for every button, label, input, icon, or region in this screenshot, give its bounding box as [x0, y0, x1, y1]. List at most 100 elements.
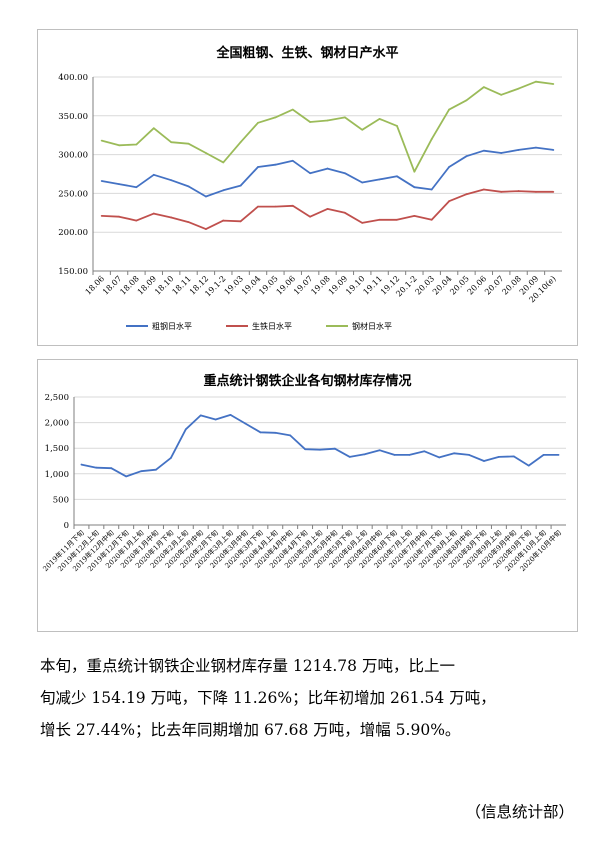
data-point — [239, 220, 242, 223]
data-point — [396, 124, 398, 127]
data-point — [465, 99, 468, 102]
data-point — [118, 215, 120, 218]
data-point — [257, 205, 259, 208]
data-point — [125, 475, 128, 478]
data-point — [326, 167, 329, 170]
data-point — [95, 466, 98, 469]
data-point — [423, 450, 426, 453]
data-point — [413, 186, 416, 189]
y-tick-label: 1,500 — [45, 444, 69, 454]
series-line — [101, 80, 554, 173]
data-point — [214, 418, 217, 421]
data-point — [274, 431, 277, 434]
data-point — [535, 146, 537, 149]
data-point — [170, 179, 173, 182]
data-point — [483, 460, 485, 462]
chart-steel-inventory: 重点统计钢铁企业各旬钢材库存情况 0 500 1,000 1,500 2,000 2,50… — [37, 359, 578, 632]
data-point — [542, 453, 545, 456]
data-point — [118, 144, 120, 147]
data-point — [517, 149, 520, 151]
data-point — [244, 422, 247, 425]
data-point — [500, 190, 503, 193]
data-point — [257, 166, 259, 168]
data-point — [500, 93, 503, 96]
data-point — [413, 215, 416, 217]
data-point — [535, 80, 537, 83]
y-tick-label: 2,000 — [45, 419, 69, 429]
data-point — [199, 414, 202, 417]
data-point — [430, 218, 433, 221]
data-point — [135, 143, 138, 146]
summary-paragraph-line: 本旬，重点统计钢铁企业钢材库存量 1214.78 万吨，比上一 — [40, 657, 455, 675]
data-point — [135, 219, 138, 222]
data-point — [361, 181, 364, 184]
data-point — [408, 453, 411, 456]
data-point — [155, 468, 157, 471]
data-point — [430, 138, 433, 140]
data-point — [140, 470, 142, 473]
data-point — [343, 172, 346, 175]
data-point — [482, 188, 485, 191]
data-point — [438, 456, 441, 459]
y-tick-label: 200.00 — [58, 228, 88, 238]
data-point — [257, 121, 259, 124]
data-point — [100, 180, 103, 182]
data-point — [500, 152, 503, 154]
summary-paragraph-line: 旬减少 154.19 万吨，下降 11.26%；比年初增加 261.54 万吨， — [40, 689, 496, 707]
data-point — [348, 456, 351, 458]
data-point — [118, 183, 120, 185]
data-point — [498, 456, 500, 458]
chart-title: 全国粗钢、生铁、钢材日产水平 — [216, 46, 399, 61]
data-point — [378, 449, 381, 452]
data-point — [187, 185, 190, 188]
data-point — [135, 186, 138, 189]
y-tick-label: 0 — [64, 521, 69, 531]
data-point — [274, 116, 277, 119]
y-tick-label: 250.00 — [58, 189, 88, 199]
data-point — [361, 221, 364, 224]
data-point — [378, 218, 381, 221]
data-point — [170, 216, 173, 219]
data-point — [222, 161, 225, 164]
data-point — [152, 173, 155, 176]
y-tick-label: 350.00 — [58, 112, 88, 122]
y-tick-label: 1,000 — [45, 470, 69, 480]
y-tick-label: 400.00 — [58, 73, 88, 83]
data-point — [187, 142, 190, 145]
chart-plot-area: 150.00200.00250.00300.00350.00400.0018.0… — [58, 73, 562, 331]
data-point — [170, 457, 172, 459]
data-point — [205, 228, 207, 230]
data-point — [291, 108, 294, 111]
data-point — [482, 149, 485, 152]
data-point — [557, 453, 560, 456]
data-point — [552, 190, 555, 193]
y-tick-label: 150.00 — [58, 267, 88, 277]
data-point — [229, 414, 232, 416]
data-point — [304, 448, 306, 451]
data-point — [222, 219, 225, 222]
data-point — [291, 159, 294, 162]
legend-label: 粗钢日水平 — [152, 321, 192, 331]
data-point — [517, 87, 520, 90]
data-point — [448, 108, 450, 111]
data-point — [170, 141, 173, 144]
data-point — [378, 118, 381, 120]
data-point — [152, 212, 155, 215]
data-point — [274, 163, 277, 166]
legend-label: 钢材日水平 — [352, 321, 392, 331]
data-point — [100, 139, 103, 142]
data-point — [512, 455, 515, 458]
data-point — [363, 453, 366, 456]
data-point — [110, 467, 113, 470]
y-tick-label: 300.00 — [58, 151, 88, 161]
data-point — [334, 447, 336, 450]
data-point — [309, 121, 312, 123]
data-point — [205, 152, 207, 154]
data-point — [430, 188, 433, 191]
data-point — [259, 431, 262, 434]
data-point — [343, 116, 346, 119]
data-point — [361, 128, 364, 131]
data-point — [482, 86, 485, 88]
data-point — [239, 141, 242, 144]
data-point — [396, 218, 398, 221]
